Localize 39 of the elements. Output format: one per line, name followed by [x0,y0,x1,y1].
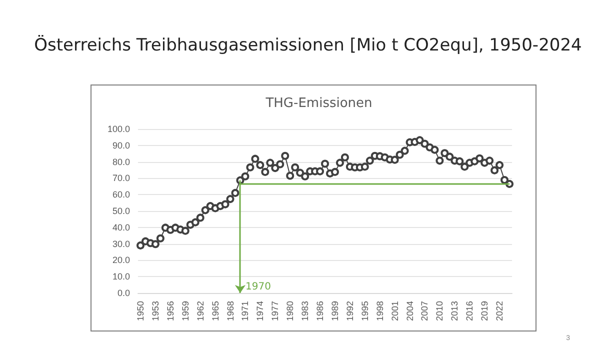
x-tick-label: 1971 [240,301,250,322]
chart-subtitle: THG-Emissionen [264,96,372,111]
x-tick-label: 2004 [404,301,415,322]
x-tick-label: 2010 [434,301,445,322]
x-tick-label: 2001 [390,301,400,322]
y-tick-label: 70.0 [112,173,130,184]
annotation: 1970 [246,282,271,292]
y-tick-label: 90.0 [112,140,130,150]
y-tick-label: 20.0 [112,255,130,266]
x-tick-label: 1986 [315,301,326,322]
x-tick-label: 1962 [195,301,206,322]
y-tick-label: 80.0 [112,156,130,167]
y-tick-label: 60.0 [112,190,130,200]
x-tick-label: 2016 [464,301,475,322]
x-tick-label: 2013 [450,301,460,322]
x-tick-label: 1977 [270,301,280,322]
x-tick-label: 1992 [344,301,355,322]
x-tick-label: 2007 [420,301,430,322]
x-tick-label: 1995 [360,301,370,322]
x-tick-label: 1950 [135,301,146,322]
x-tick-label: 1983 [300,301,310,322]
x-tick-label: 1980 [285,301,296,322]
y-tick-label: 30.0 [112,238,130,249]
y-tick-label: 0.0 [117,288,130,298]
x-tick-label: 1998 [374,301,385,322]
y-tick-label: 10.0 [112,272,130,282]
x-tick-label: 1965 [210,301,220,322]
x-tick-label: 1959 [180,301,190,322]
y-tick-label: 100.0 [107,124,130,134]
x-tick-label: 2022 [494,301,505,322]
x-tick-label: 1968 [225,301,236,322]
y-tick-label: 40.0 [112,222,130,232]
x-tick-label: 1953 [150,301,160,322]
x-tick-label: 2019 [480,301,490,322]
chart-title: Österreichs Treibhausgasemissionen [Mio t CO2equ], 1950-2024 [34,34,582,56]
x-tick-label: 1956 [165,301,176,322]
y-tick-label: 50.0 [112,206,130,216]
x-tick-label: 1989 [330,301,340,322]
x-tick-label: 1974 [255,301,266,322]
